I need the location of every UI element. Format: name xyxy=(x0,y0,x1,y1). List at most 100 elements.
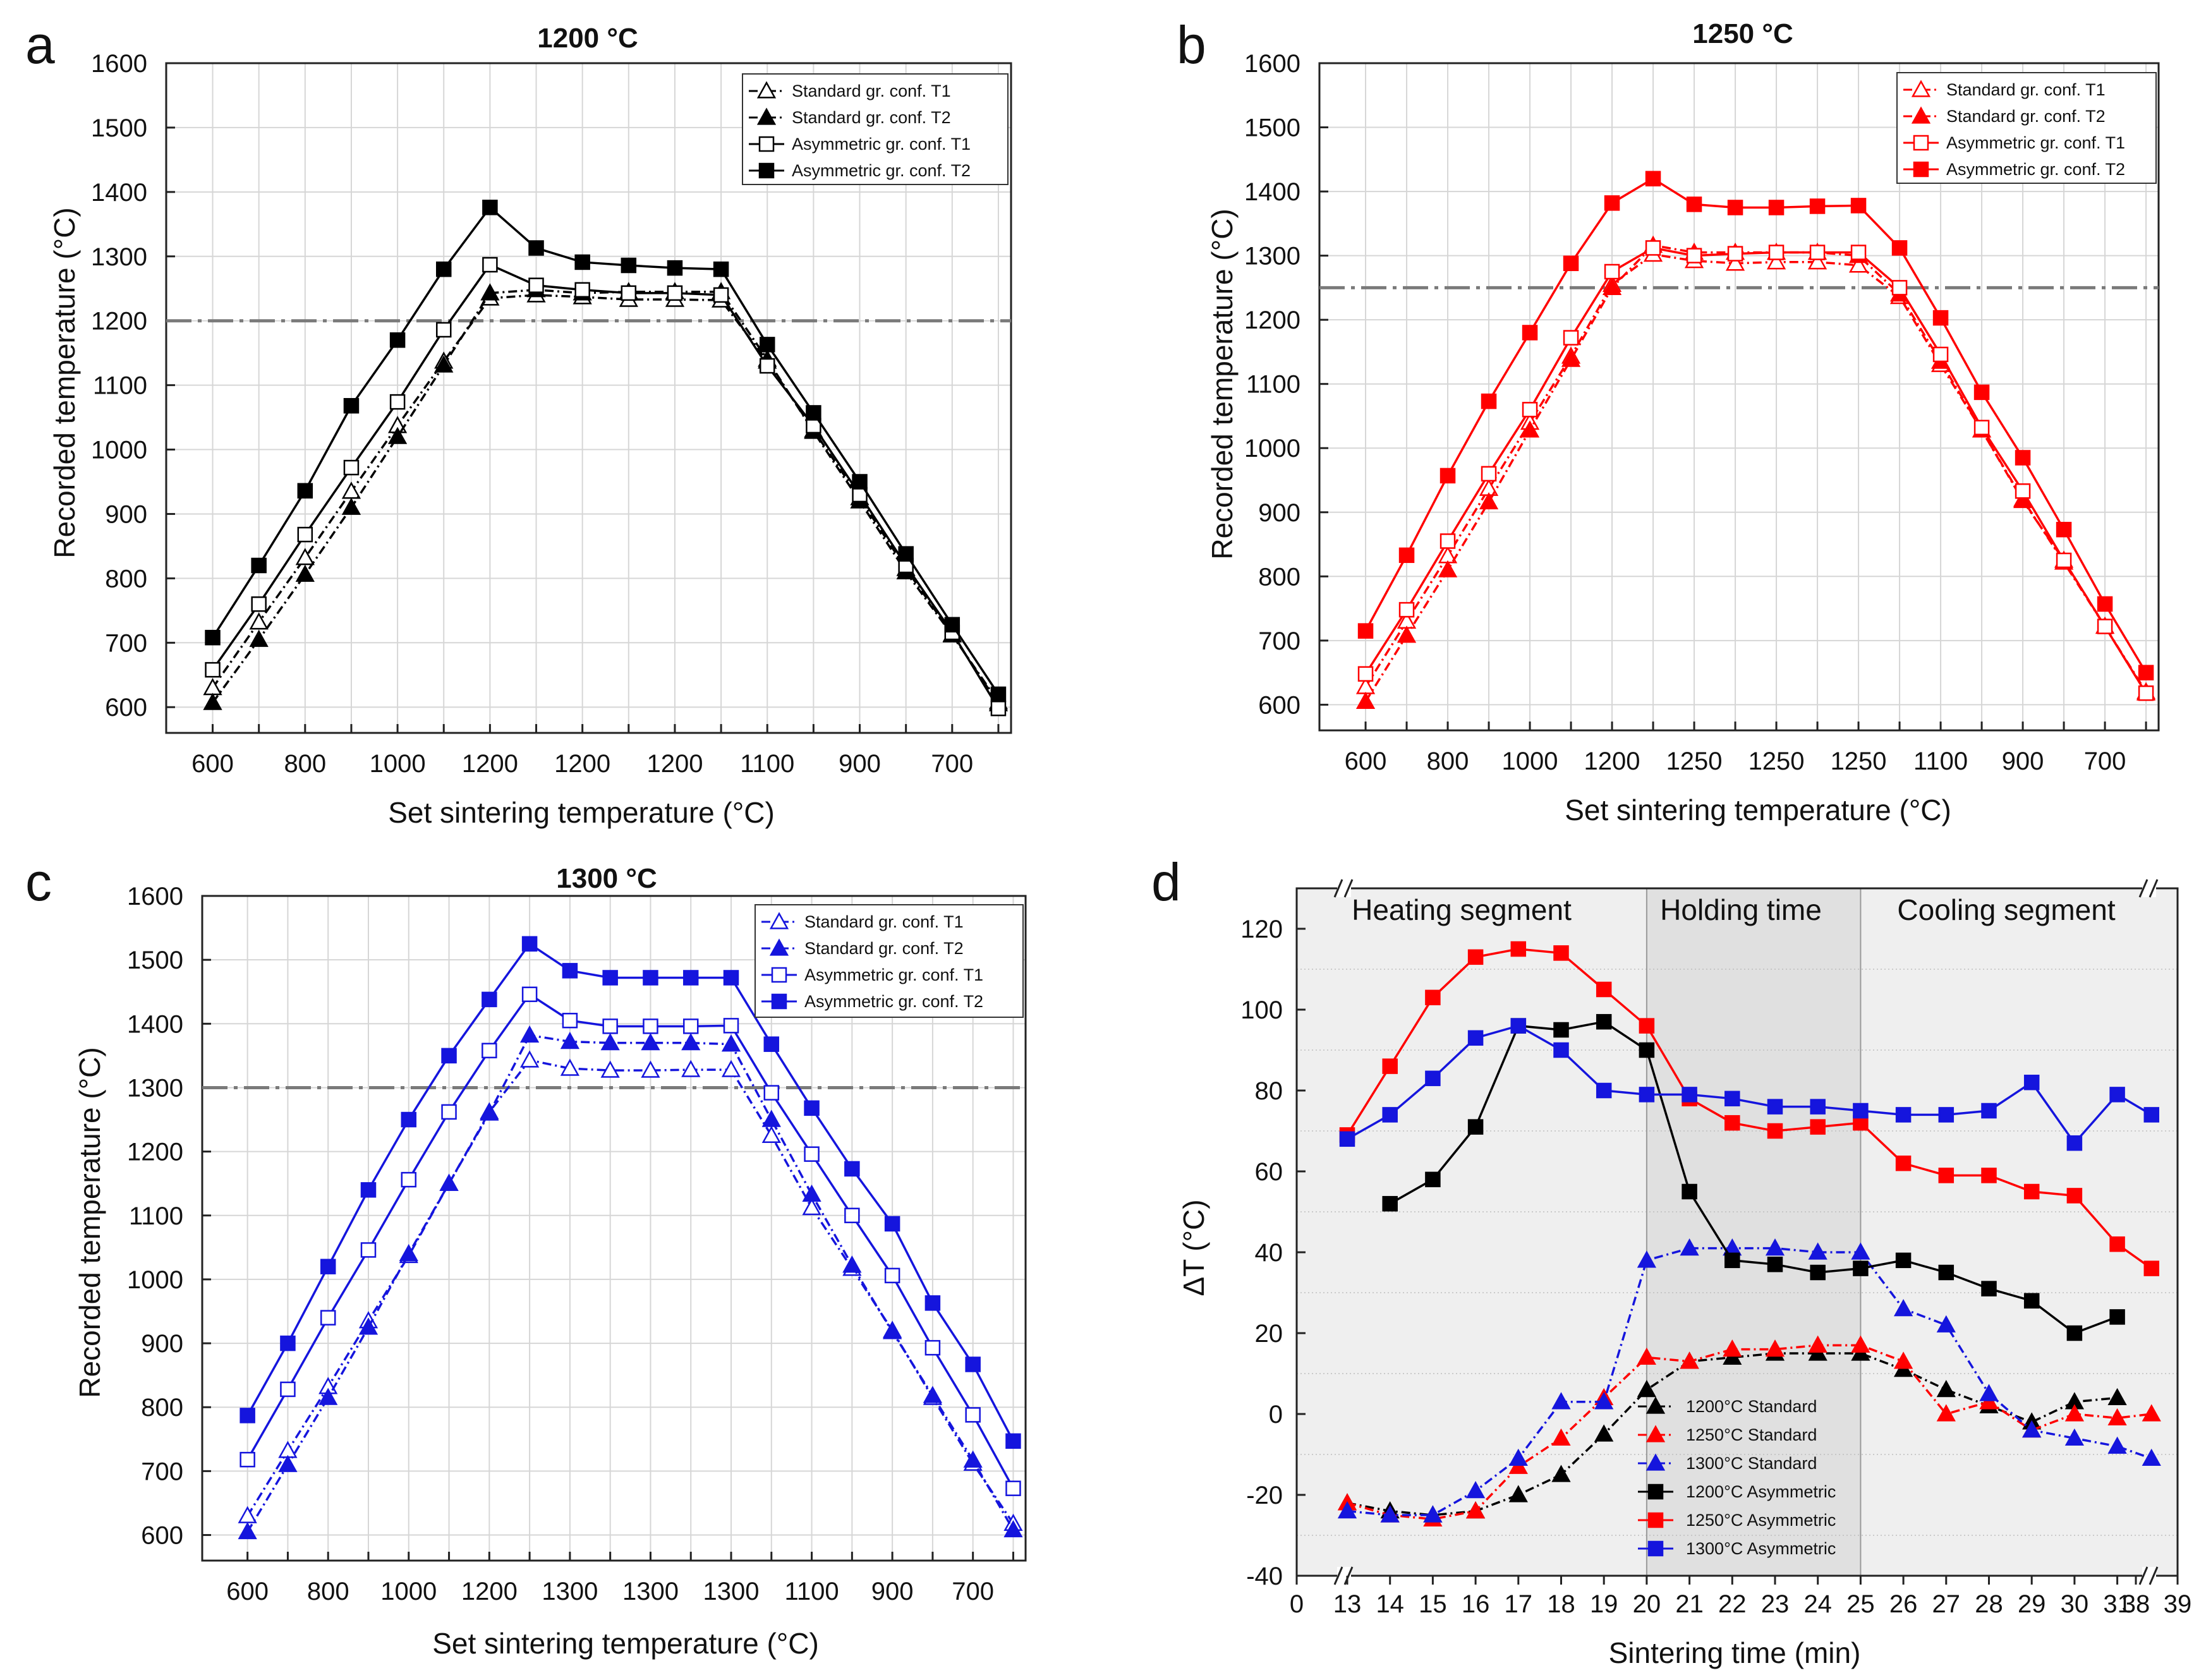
panel-b-series-2-point xyxy=(1397,625,1417,643)
panel-d-xtick-label: 29 xyxy=(2018,1590,2046,1618)
panel-a: a 1200 °C Set sintering temperature (°C)… xyxy=(25,15,775,829)
panel-d-xtick-label: 18 xyxy=(1547,1590,1575,1618)
panel-d-series-4-point xyxy=(1895,1252,1912,1269)
panel-b-xlabel: Set sintering temperature (°C) xyxy=(1565,794,1951,826)
panel-b-series-3-line xyxy=(1364,246,2147,694)
panel-c-series-3-point xyxy=(1005,1480,1021,1496)
panel-b-xtick-label: 1200 xyxy=(1584,747,1640,775)
panel-a-series-4-point xyxy=(852,474,868,490)
panel-d-series-4-point xyxy=(2109,1309,2125,1325)
panel-d-series-5-point xyxy=(1382,1058,1398,1074)
panel-d-series-3-point xyxy=(1508,1448,1528,1466)
panel-d-series-4-point xyxy=(1553,1022,1569,1038)
panel-d-series-2-point xyxy=(2142,1404,2161,1422)
panel-b-legend: Standard gr. conf. T1 Standard gr. conf. … xyxy=(1896,72,2157,184)
panel-a-ylabel: Recorded temperature (°C) xyxy=(48,207,81,558)
panel-c-series-2-point xyxy=(802,1184,821,1202)
panel-d-xtick-label: 17 xyxy=(1505,1590,1533,1618)
panel-c: c 1300 °C Set sintering temperature (°C)… xyxy=(25,852,819,1660)
panel-d-series-5-point xyxy=(1467,949,1484,965)
panel-a-series-1-point xyxy=(295,548,315,565)
panel-b-series-4-point xyxy=(1357,623,1374,639)
panel-d-series-3-point xyxy=(1337,1501,1357,1519)
panel-a-ytick-label: 600 xyxy=(105,694,147,722)
panel-c-series-4-point xyxy=(804,1100,820,1116)
panel-a-series-4-point xyxy=(944,617,961,633)
panel-d-series-6-point xyxy=(1467,1030,1484,1046)
panel-b-legend-box xyxy=(1896,72,2157,184)
panel-d-xtick-label: 15 xyxy=(1419,1590,1447,1618)
panel-d-series-6-point xyxy=(1767,1099,1783,1115)
panel-d-legend-marker-2 xyxy=(1645,1425,1666,1442)
panel-a-series-1-point xyxy=(249,612,269,630)
panel-d-series-2-point xyxy=(1893,1351,1913,1369)
panel-c-ytick-label: 600 xyxy=(141,1522,183,1550)
panel-b-series-4-point xyxy=(1522,325,1538,341)
panel-c-series-4-point xyxy=(643,970,658,986)
panel-c-ylabel: Recorded temperature (°C) xyxy=(73,1047,106,1398)
panel-a-legend-marker-4 xyxy=(758,162,775,179)
panel-b-series-1-point xyxy=(1848,255,1869,273)
panel-d-series-3-point xyxy=(2064,1428,2085,1446)
panel-d-series-1-point xyxy=(1594,1424,1614,1442)
panel-b-series-2-point xyxy=(1479,492,1499,510)
panel-b-ytick-label: 1100 xyxy=(1246,371,1300,399)
panel-d-series-5-point xyxy=(1724,1115,1740,1131)
panel-a-series-3-point xyxy=(389,394,406,410)
panel-d-series-4-point xyxy=(1682,1183,1697,1200)
panel-a-plot: 600 700 800 900 1000 1100 1200 1300 1400 1500 1600… xyxy=(91,50,1012,778)
panel-c-series-2-point xyxy=(238,1521,257,1540)
axis-break-mark xyxy=(1333,1566,1343,1585)
panel-b-legend-label-4: Asymmetric gr. conf. T2 xyxy=(1946,160,2125,179)
panel-b-xtick-label: 700 xyxy=(2084,747,2126,775)
panel-c-xtick-label: 800 xyxy=(307,1578,349,1605)
panel-d-series-2-point xyxy=(1551,1428,1571,1446)
panel-d-series-5-point xyxy=(1596,981,1612,998)
panel-c-xtick-label: 1200 xyxy=(461,1578,518,1605)
panel-d-series-2-point xyxy=(2107,1408,2127,1426)
panel-d-series-3-point xyxy=(1851,1242,1870,1260)
panel-c-ytick-label: 1500 xyxy=(127,946,183,974)
panel-a-series-4-point xyxy=(389,332,406,348)
panel-c-series-1-point xyxy=(560,1058,580,1076)
panel-c-series-4-point xyxy=(682,970,699,986)
panel-d-series-6-point xyxy=(1938,1107,1954,1123)
panel-d-series-6-point xyxy=(1853,1103,1869,1119)
panel-c-series-3-point xyxy=(884,1267,900,1284)
panel-b-series-4-point xyxy=(1645,171,1661,187)
panel-c-series-2-point xyxy=(399,1243,418,1262)
panel-c-series-4-point xyxy=(521,936,538,952)
panel-d-series-3-point xyxy=(1893,1299,1913,1317)
panel-a-series-4-point xyxy=(251,557,267,574)
panel-c-legend-marker-2 xyxy=(769,938,789,956)
panel-b-series-3-point xyxy=(1563,330,1579,346)
panel-c-legend-label-3: Asymmetric gr. conf. T1 xyxy=(804,965,983,984)
panel-a-series-3-point xyxy=(251,596,267,612)
panel-b-series-3-point xyxy=(1439,533,1456,549)
panel-a-series-1-point xyxy=(341,481,361,499)
panel-c-series-4-point xyxy=(1005,1433,1021,1449)
panel-d-series-6-point xyxy=(1510,1018,1527,1034)
panel-d-legend-label-3: 1300°C Standard xyxy=(1686,1454,1817,1473)
panel-d-xtick-label: 39 xyxy=(2164,1590,2192,1618)
panel-b-series-4-point xyxy=(2138,665,2154,680)
panel-c-series-3-point xyxy=(562,1013,578,1029)
panel-d-series-5-point xyxy=(2143,1260,2160,1276)
panel-b-xtick-label: 900 xyxy=(2002,747,2044,775)
panel-b-legend-marker-3 xyxy=(1913,135,1929,151)
panel-b-ylabel: Recorded temperature (°C) xyxy=(1206,208,1239,559)
panel-a-series-3-line xyxy=(212,263,1000,710)
panel-b-ytick-label: 600 xyxy=(1258,691,1300,719)
panel-b-series-3-point xyxy=(1850,245,1867,260)
panel-d-series-5-point xyxy=(1425,989,1441,1006)
panel-c-series-4-point xyxy=(401,1111,417,1128)
panel-c-series-4-point xyxy=(763,1036,780,1052)
panel-c-series-3-point xyxy=(482,1042,497,1059)
panel-c-series-2-point xyxy=(358,1317,379,1335)
panel-a-title: 1200 °C xyxy=(537,23,638,54)
panel-a-series-3-point xyxy=(759,358,775,374)
panel-c-legend: Standard gr. conf. T1 Standard gr. conf. … xyxy=(755,904,1024,1018)
panel-b-legend-label-3: Asymmetric gr. conf. T1 xyxy=(1946,133,2125,152)
panel-b-series-4-point xyxy=(1973,384,1990,401)
panel-a-legend-label-2: Standard gr. conf. T2 xyxy=(792,108,951,127)
